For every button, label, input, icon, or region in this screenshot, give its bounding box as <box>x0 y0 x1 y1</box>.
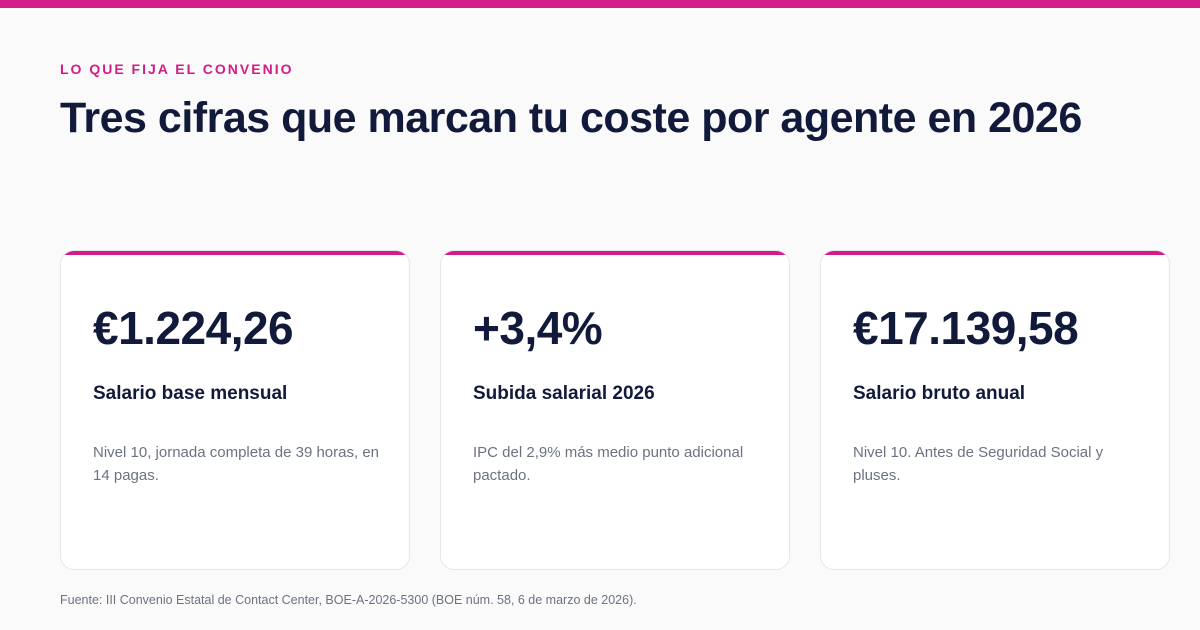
stat-description: IPC del 2,9% más medio punto adicional p… <box>473 444 744 484</box>
card-accent-bar <box>821 251 1169 255</box>
stat-value: €17.139,58 <box>853 302 1079 354</box>
card-accent-bar <box>61 251 409 255</box>
stat-cards: €1.224,26 Salario base mensual Nivel 10,… <box>60 250 1170 570</box>
stat-card-salary-increase: +3,4% Subida salarial 2026 IPC del 2,9% … <box>440 250 790 570</box>
top-accent-bar <box>0 0 1200 8</box>
stat-label: Salario bruto anual <box>853 383 1026 404</box>
stat-card-base-salary: €1.224,26 Salario base mensual Nivel 10,… <box>60 250 410 570</box>
source-note: Fuente: III Convenio Estatal de Contact … <box>60 593 637 607</box>
stat-value: €1.224,26 <box>93 302 294 354</box>
page-title: Tres cifras que marcan tu coste por agen… <box>60 94 1082 142</box>
stat-label: Salario base mensual <box>93 383 288 404</box>
card-accent-bar <box>441 251 789 255</box>
stat-card-annual-gross: €17.139,58 Salario bruto anual Nivel 10.… <box>820 250 1170 570</box>
stat-description: Nivel 10, jornada completa de 39 horas, … <box>93 444 380 484</box>
eyebrow-label: LO QUE FIJA EL CONVENIO <box>60 61 294 77</box>
stat-description: Nivel 10. Antes de Seguridad Social y pl… <box>853 444 1104 484</box>
stat-label: Subida salarial 2026 <box>473 383 655 404</box>
stat-value: +3,4% <box>473 302 603 354</box>
